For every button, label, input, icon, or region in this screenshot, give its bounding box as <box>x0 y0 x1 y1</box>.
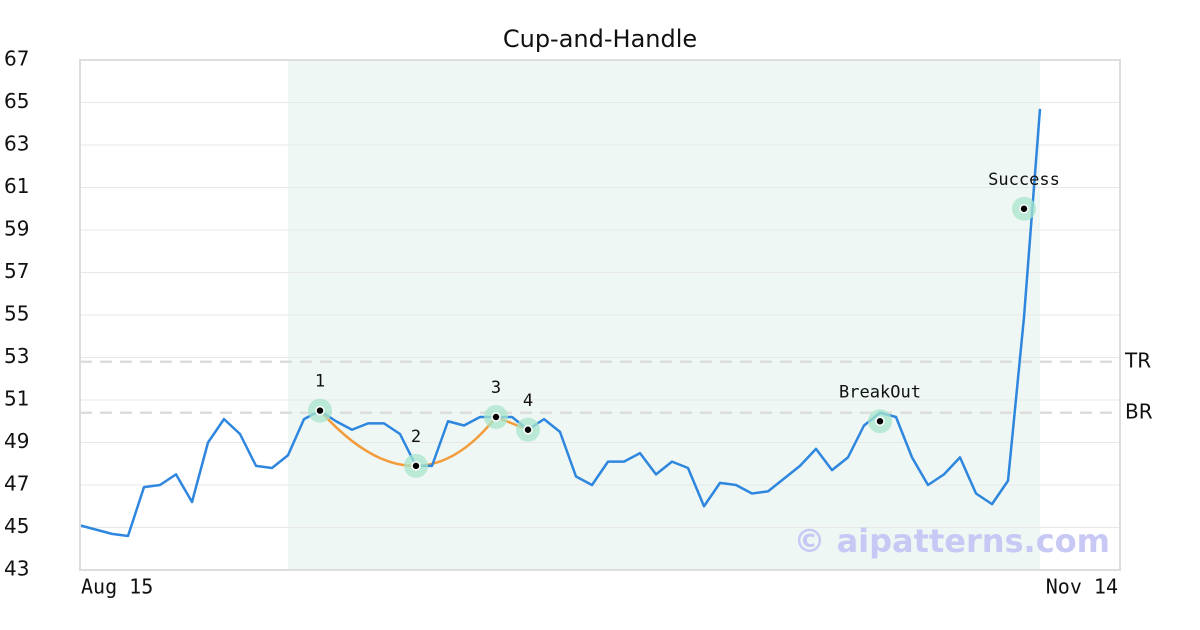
y-tick-label: 51 <box>4 387 29 411</box>
y-tick-label: 65 <box>4 89 29 113</box>
marker-label: Success <box>988 170 1060 190</box>
y-tick-label: 49 <box>4 429 29 453</box>
y-tick-label: 67 <box>4 47 29 71</box>
y-tick-label: 57 <box>4 259 29 283</box>
level-label: TR <box>1124 348 1151 372</box>
y-tick-label: 43 <box>4 557 29 581</box>
x-tick-label: Aug 15 <box>81 575 153 599</box>
marker <box>315 405 325 416</box>
y-tick-label: 55 <box>4 302 29 326</box>
plot-border <box>79 59 1121 571</box>
marker <box>491 412 501 422</box>
marker-label: BreakOut <box>839 382 921 402</box>
marker <box>411 461 421 471</box>
y-tick-label: 63 <box>4 132 29 156</box>
marker <box>875 416 885 426</box>
level-label: BR <box>1125 399 1153 423</box>
watermark: © aipatterns.com <box>793 522 1110 560</box>
marker <box>1019 204 1029 214</box>
y-tick-label: 61 <box>4 174 29 198</box>
marker-label: 4 <box>523 391 533 411</box>
y-tick-label: 45 <box>4 514 29 538</box>
marker-label: 3 <box>491 378 501 398</box>
y-tick-label: 53 <box>4 344 29 368</box>
marker-label: 2 <box>411 427 421 447</box>
y-tick-label: 59 <box>4 217 29 241</box>
marker-label: 1 <box>315 372 325 392</box>
chart-title: Cup-and-Handle <box>503 25 697 53</box>
y-tick-label: 47 <box>4 472 29 496</box>
x-tick-label: Nov 14 <box>1046 575 1118 599</box>
marker <box>523 425 533 435</box>
